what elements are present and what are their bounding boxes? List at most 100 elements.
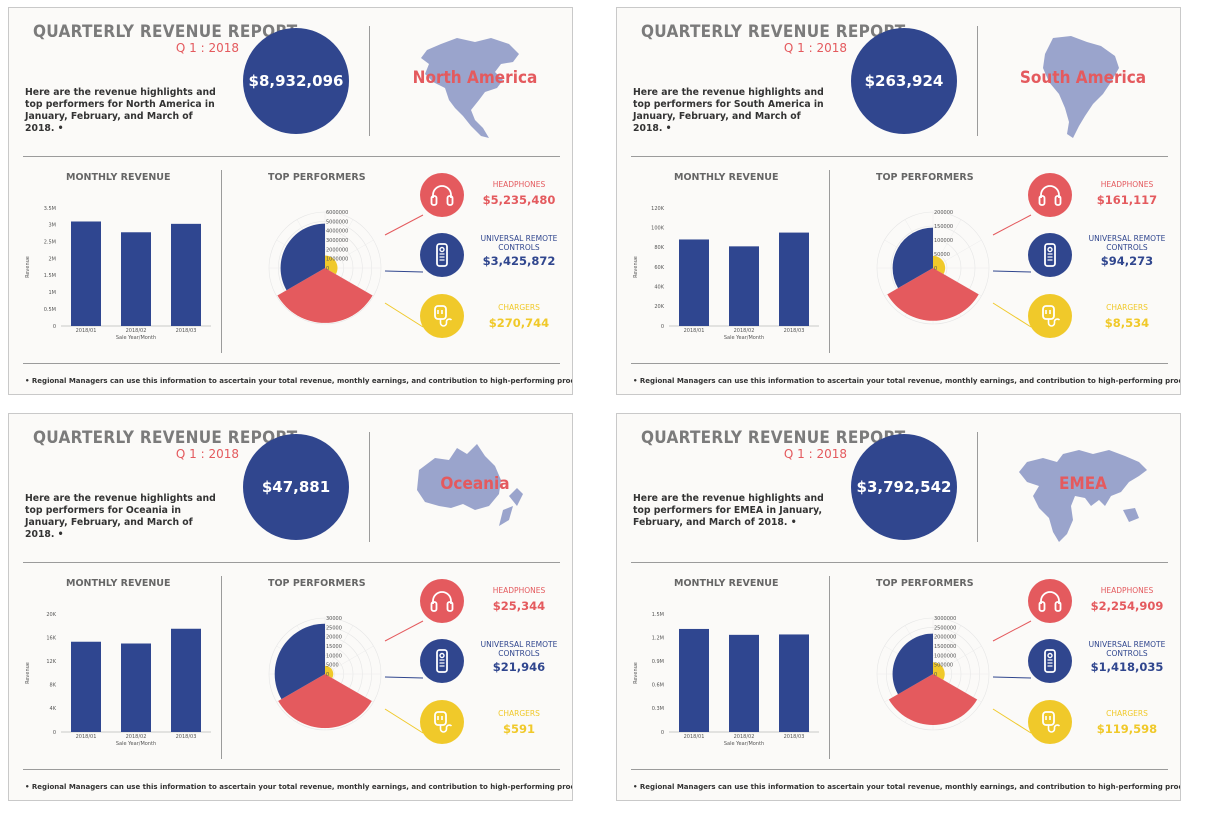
remote-amount: $1,418,035 xyxy=(1090,660,1164,674)
x-tick-label: 2018/01 xyxy=(684,734,705,740)
polar-radial-tick: 100000 xyxy=(934,238,953,244)
total-revenue-value: $3,792,542 xyxy=(856,478,952,496)
remote-label: UNIVERSAL REMOTE CONTROLS xyxy=(1088,234,1166,252)
footer-divider xyxy=(23,769,560,770)
region-name: South America xyxy=(1019,68,1147,88)
polar-sector-headphones xyxy=(887,268,979,321)
charger-label: CHARGERS xyxy=(1106,709,1148,718)
map-shape xyxy=(417,444,523,526)
y-tick-label: 1M xyxy=(49,290,57,296)
polar-radial-tick: 2500000 xyxy=(934,625,956,631)
remote-value: $1,418,035 xyxy=(1077,660,1177,674)
report-quarter: Q 1 : 2018 xyxy=(783,41,847,55)
polar-radial-tick: 15000 xyxy=(326,644,342,650)
headphones-connector xyxy=(992,214,1032,236)
bullet-mark: • xyxy=(633,783,640,791)
headphones-icon xyxy=(1038,591,1062,612)
header-divider xyxy=(369,432,370,542)
bar-2018-02 xyxy=(121,232,151,326)
charger-value: $591 xyxy=(469,722,569,736)
polar-radial-tick: 2000000 xyxy=(326,247,348,253)
charger-value: $119,598 xyxy=(1077,722,1177,736)
polar-radial-tick: 30000 xyxy=(326,616,342,622)
y-tick-label: 0.9M xyxy=(652,659,664,665)
x-tick-label: 2018/02 xyxy=(126,734,147,740)
monthly-revenue-title: MONTHLY REVENUE xyxy=(674,172,779,183)
remote-connector xyxy=(384,270,424,273)
y-tick-label: 0.6M xyxy=(652,683,664,689)
y-tick-label: 0 xyxy=(661,324,664,330)
top-performers-title: TOP PERFORMERS xyxy=(876,172,974,183)
intro-text: Here are the revenue highlights and top … xyxy=(25,493,220,541)
monthly-revenue-chart: 0 0.5M 1M 1.5M 2M 2.5M 3M 3.5M Revenue 2018/01 201… xyxy=(25,206,211,341)
total-revenue-value: $8,932,096 xyxy=(248,72,344,90)
headphones-badge xyxy=(1028,173,1072,217)
region-report-panel-3: QUARTERLY REVENUE REPORT Q 1 : 2018 Here… xyxy=(616,413,1181,801)
footer-divider xyxy=(631,363,1168,364)
polar-radial-tick: 20000 xyxy=(326,635,342,641)
intro-text: Here are the revenue highlights and top … xyxy=(25,87,220,135)
polar-grid-spoke xyxy=(324,645,374,675)
polar-radial-tick: 3000000 xyxy=(934,616,956,622)
report-title: QUARTERLY REVENUE REPORT xyxy=(641,22,906,42)
bar-2018-01 xyxy=(71,641,101,732)
bullet-mark: • xyxy=(54,529,64,540)
footer-divider xyxy=(631,769,1168,770)
y-axis-label: Revenue xyxy=(25,662,31,684)
monthly-revenue-chart: 0 4K 8K 12K 16K 20K Revenue 2018/01 2018/02 2018/… xyxy=(25,612,211,747)
section-divider xyxy=(23,156,560,157)
charger-icon xyxy=(434,305,453,327)
performer-connectors xyxy=(384,620,424,734)
x-tick-label: 2018/02 xyxy=(734,734,755,740)
region-report-panel-2: QUARTERLY REVENUE REPORT Q 1 : 2018 Here… xyxy=(8,413,573,801)
remote-icon xyxy=(1044,243,1056,267)
charger-label: CHARGERS xyxy=(1106,303,1148,312)
remote-icon xyxy=(1044,649,1056,673)
remote-connector xyxy=(992,676,1032,679)
top-performers-title: TOP PERFORMERS xyxy=(876,578,974,589)
footer-note: • Regional Managers can use this informa… xyxy=(25,377,572,385)
headphones-amount: $5,235,480 xyxy=(482,193,556,207)
y-tick-label: 120K xyxy=(651,206,665,212)
headphones-label: HEADPHONES xyxy=(1100,180,1154,189)
remote-value: $3,425,872 xyxy=(469,254,569,268)
polar-radial-tick: 50000 xyxy=(934,252,950,258)
headphones-connector xyxy=(992,620,1032,642)
remote-value: $94,273 xyxy=(1077,254,1177,268)
report-quarter: Q 1 : 2018 xyxy=(783,447,847,461)
y-tick-label: 0 xyxy=(53,324,56,330)
section-divider xyxy=(23,562,560,563)
y-tick-label: 3.5M xyxy=(44,206,56,212)
y-tick-label: 12K xyxy=(46,659,56,665)
report-title: QUARTERLY REVENUE REPORT xyxy=(33,428,298,448)
header-divider xyxy=(977,26,978,136)
world-map-icon xyxy=(1019,450,1147,542)
remote-value: $21,946 xyxy=(469,660,569,674)
remote-badge xyxy=(420,233,464,277)
polar-radial-tick: 6000000 xyxy=(326,210,348,216)
x-tick-label: 2018/03 xyxy=(784,734,805,740)
x-axis-label: Sale Year/Month xyxy=(116,741,156,747)
headphones-icon xyxy=(1038,185,1062,206)
polar-radial-tick: 1000000 xyxy=(326,257,348,263)
region-report-panel-1: QUARTERLY REVENUE REPORT Q 1 : 2018 Here… xyxy=(616,7,1181,395)
intro-sentence: Here are the revenue highlights and top … xyxy=(633,493,824,528)
region-report-panel-0: QUARTERLY REVENUE REPORT Q 1 : 2018 Here… xyxy=(8,7,573,395)
headphones-icon xyxy=(430,591,454,612)
headphones-label: HEADPHONES xyxy=(492,586,546,595)
remote-connector xyxy=(992,270,1032,273)
section-divider xyxy=(631,562,1168,563)
remote-badge xyxy=(1028,233,1072,277)
chart-divider xyxy=(829,170,830,353)
headphones-connector xyxy=(384,214,424,236)
polar-radial-tick: 10000 xyxy=(326,653,342,659)
polar-sector-remotes xyxy=(892,227,933,289)
polar-grid-spoke xyxy=(324,625,354,675)
y-axis-label: Revenue xyxy=(633,256,639,278)
report-quarter: Q 1 : 2018 xyxy=(175,447,239,461)
region-name: Oceania xyxy=(440,474,510,494)
intro-sentence: Here are the revenue highlights and top … xyxy=(633,87,824,134)
bar-2018-03 xyxy=(171,223,201,326)
top-performers-polar-chart: 30000 25000 20000 15000 10000 5000 0 xyxy=(268,616,382,731)
top-performers-polar-chart: 200000 150000 100000 50000 0 xyxy=(876,210,990,325)
